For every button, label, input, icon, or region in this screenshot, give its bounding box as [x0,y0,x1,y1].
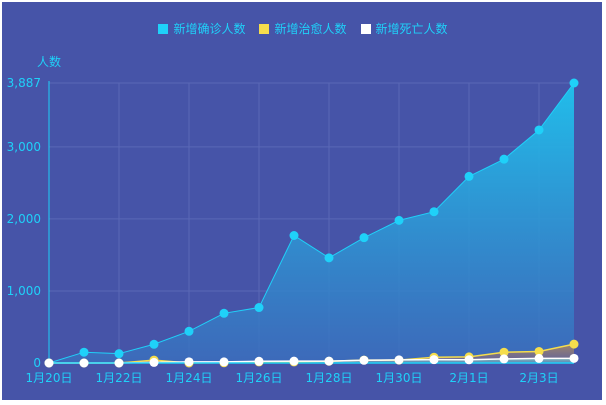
data-point[interactable] [149,339,159,349]
x-tick-label: 1月22日 [96,371,143,385]
y-tick-label: 2,000 [7,212,41,226]
data-point[interactable] [254,356,264,366]
legend-swatch-icon [259,23,270,34]
data-point[interactable] [289,356,299,366]
data-point[interactable] [114,349,124,359]
x-tick-label: 1月28日 [306,371,353,385]
data-point[interactable] [289,230,299,240]
data-point[interactable] [359,233,369,243]
x-tick-label: 2月1日 [449,371,488,385]
x-tick-label: 1月20日 [26,371,73,385]
data-point[interactable] [499,354,509,364]
data-point[interactable] [429,207,439,217]
data-point[interactable] [394,355,404,365]
legend-item-cured[interactable]: 新增治愈人数 [259,20,347,37]
x-tick-label: 1月26日 [236,371,283,385]
data-point[interactable] [219,357,229,367]
y-tick-label: 1,000 [7,284,41,298]
data-point[interactable] [184,357,194,367]
x-tick-label: 1月30日 [376,371,423,385]
data-point[interactable] [534,346,544,356]
y-tick-label: 3,000 [7,140,41,154]
axes: 0 1,000 2,000 3,000 3,887 1月20日 1月22日 1月24日 1月26… [7,76,574,385]
x-tick-label: 1月24日 [166,371,213,385]
data-point[interactable] [44,358,54,368]
x-tick-label: 2月3日 [519,371,558,385]
legend-item-confirmed[interactable]: 新增确诊人数 [158,20,245,37]
data-point[interactable] [149,357,159,367]
data-point[interactable] [499,154,509,164]
data-point[interactable] [429,355,439,365]
series-line [48,82,575,364]
data-point[interactable] [114,358,124,368]
chart-legend: 新增确诊人数 新增治愈人数 新增死亡人数 [0,20,606,37]
data-point[interactable] [359,355,369,365]
series-areas [49,83,574,363]
y-tick-label: 0 [33,356,41,370]
data-point[interactable] [534,353,544,363]
data-point[interactable] [569,353,579,363]
data-point[interactable] [534,125,544,135]
data-points [44,78,579,368]
data-point[interactable] [79,347,89,357]
data-point[interactable] [569,78,579,88]
legend-label: 新增治愈人数 [274,22,347,36]
data-point[interactable] [499,347,509,357]
data-point[interactable] [79,358,89,368]
data-point[interactable] [324,253,334,263]
data-point[interactable] [324,356,334,366]
data-point[interactable] [254,303,264,313]
data-point[interactable] [569,339,579,349]
data-point[interactable] [184,326,194,336]
data-point[interactable] [219,308,229,318]
data-point[interactable] [394,215,404,225]
y-axis-label: 人数 [37,54,61,69]
y-tick-label: 3,887 [7,76,41,90]
legend-label: 新增死亡人数 [375,22,448,36]
legend-label: 新增确诊人数 [173,22,246,36]
legend-swatch-icon [158,23,169,34]
legend-swatch-icon [360,23,371,34]
data-point[interactable] [464,355,474,365]
data-point[interactable] [464,171,474,181]
legend-item-deaths[interactable]: 新增死亡人数 [360,20,448,37]
